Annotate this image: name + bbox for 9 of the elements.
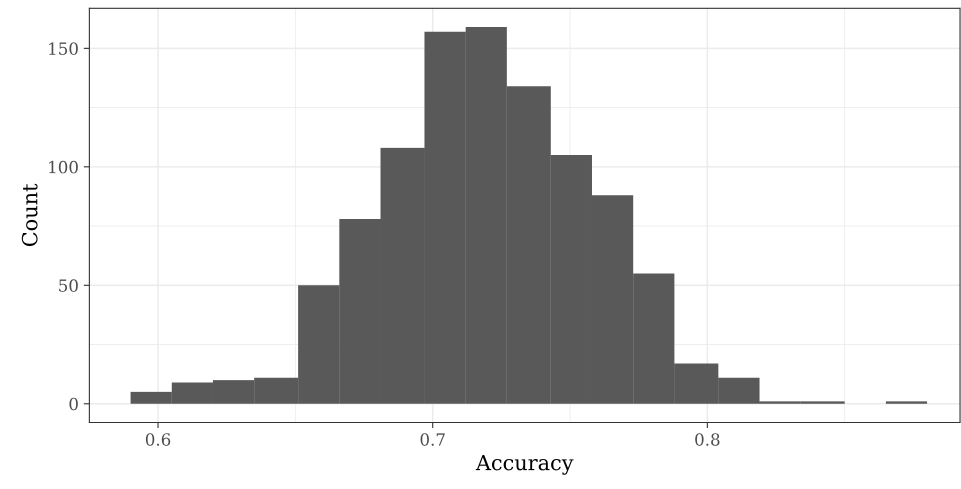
- x-tick-label: 0.6: [146, 433, 170, 446]
- x-tick-label: 0.7: [420, 433, 445, 446]
- y-tick-label: 150: [49, 42, 78, 55]
- y-tick-label: 0: [69, 398, 78, 410]
- y-axis-title: Count: [22, 184, 38, 246]
- y-tick-label: 50: [59, 279, 78, 292]
- y-tick-label: 100: [49, 160, 78, 174]
- x-axis-title: Accuracy: [476, 454, 574, 475]
- x-tick-label: 0.8: [695, 433, 720, 446]
